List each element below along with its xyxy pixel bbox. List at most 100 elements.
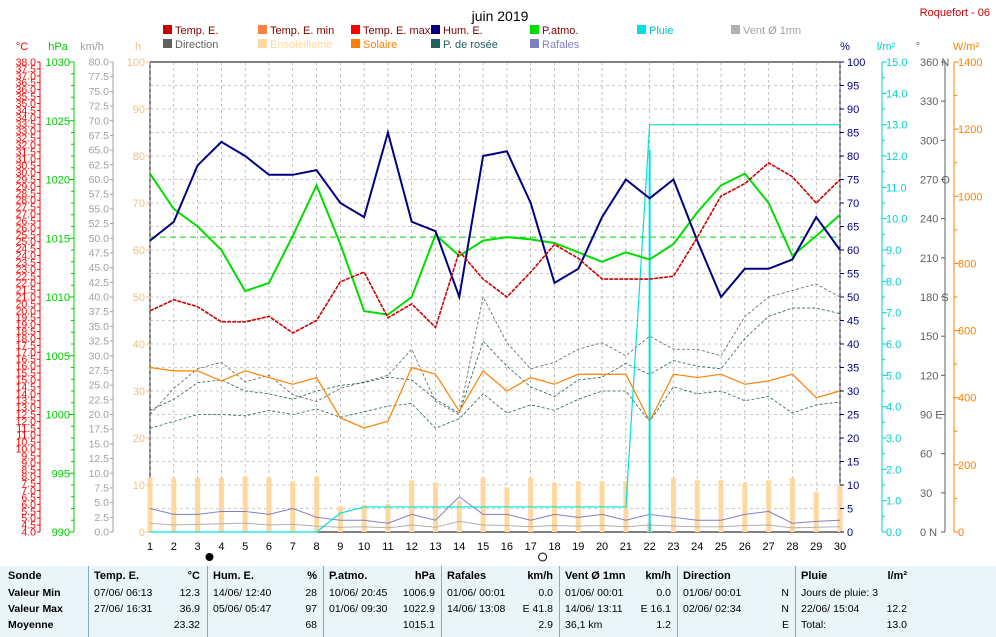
sun-axis-label: 60: [133, 245, 145, 257]
hum-max-date: 05/06/ 05:47: [213, 603, 272, 615]
dir-axis-label: 60: [920, 449, 932, 461]
row-label-max: Valeur Max: [8, 603, 63, 615]
header-hum-unit: %: [307, 570, 317, 582]
hum-axis-label: 75: [847, 175, 859, 187]
dir-axis-label: 180 S: [920, 292, 949, 304]
wind-axis-label: 52.5: [89, 218, 110, 230]
dir-axis-label: 150: [920, 331, 938, 343]
solar-axis-label: 600: [958, 326, 976, 338]
sun-axis-label: 30: [133, 386, 145, 398]
col-vent: Vent Ø 1mn km/h 01/06/ 00:01 0.0 14/06/ 13…: [565, 568, 675, 633]
sunshine-bar: [480, 477, 486, 532]
temp-axis-label: 19.5: [16, 312, 37, 324]
pluie-total-label: Total:: [801, 619, 827, 631]
temp-axis-label: 38.0: [16, 57, 37, 69]
hum-axis-label: 65: [847, 222, 859, 234]
hum-axis-label: 95: [847, 81, 859, 93]
wind-axis-label: 15.0: [89, 438, 110, 450]
patm-axis-label: 1030: [46, 57, 70, 69]
full-moon-icon: [205, 553, 214, 561]
sunshine-bar: [409, 480, 415, 532]
chart-axes: 1 2 3 4 5 6 7 8 9 10 11 12 13 14 15 16 17 18 19 20 21 22 23 24 2…: [16, 41, 982, 562]
sunshine-bar: [504, 487, 510, 532]
dir-min-value: N: [781, 587, 789, 599]
wind-axis-label: 10.0: [89, 468, 110, 480]
temp-axis-label: 32.0: [16, 139, 37, 151]
stats-table: Sonde Valeur Min Valeur Max Moyenne Temp…: [0, 566, 996, 637]
wind-axis-label: 72.5: [89, 101, 110, 113]
wind-axis-label: 0.0: [94, 527, 109, 539]
chart-series: [149, 124, 841, 533]
wind-axis-label: 57.5: [89, 189, 110, 201]
temp-axis-label: 22.5: [16, 271, 37, 283]
legend-label: Vent Ø 1mn: [743, 25, 801, 37]
wind-axis-label: 70.0: [89, 115, 110, 127]
x-tick-label: 18: [548, 541, 560, 553]
sunshine-bar: [718, 480, 724, 532]
hum-axis-label: 35: [847, 363, 859, 375]
temp-axis-label: 26.5: [16, 215, 37, 227]
wind-axis-label: 75.0: [89, 86, 110, 98]
wind-axis-label: 62.5: [89, 159, 110, 171]
temp-axis-label: 33.5: [16, 119, 37, 131]
x-tick-label: 23: [667, 541, 679, 553]
solar-axis-unit: W/m²: [953, 41, 980, 53]
wind-axis-label: 20.0: [89, 409, 110, 421]
rafales-max-date: 14/06/ 13:08: [447, 603, 506, 615]
wind-axis-label: 5.0: [94, 497, 109, 509]
legend-swatch: [431, 25, 440, 34]
temp-mean-value: 23.32: [173, 619, 200, 631]
series-line-temp-e-min: [149, 386, 841, 429]
vent-max-date: 14/06/ 13:11: [565, 603, 623, 615]
series-line-temp-e-: [149, 161, 841, 334]
wind-axis-label: 55.0: [89, 203, 110, 215]
x-tick-label: 17: [525, 541, 537, 553]
temp-axis-label: 25.5: [16, 229, 37, 241]
patm-max-value: 1022.9: [402, 603, 435, 615]
temp-axis-label: 29.0: [16, 181, 37, 193]
wind-axis-label: 67.5: [89, 130, 110, 142]
row-label-min: Valeur Min: [8, 587, 61, 599]
legend-label: Hum. E.: [443, 25, 483, 37]
temp-axis-label: 4.5: [21, 520, 36, 532]
hum-min-value: 28: [305, 587, 317, 599]
temp-axis-label: 32.5: [16, 133, 37, 145]
temp-axis-label: 7.0: [21, 485, 36, 497]
temp-axis-label: 6.0: [21, 499, 36, 511]
temp-axis-label: 21.5: [16, 285, 37, 297]
temp-axis-label: 11.5: [16, 423, 36, 435]
sunshine-bar: [218, 477, 224, 532]
sunshine-bar: [813, 492, 819, 532]
col-labels: Sonde Valeur Min Valeur Max Moyenne: [8, 568, 86, 633]
hum-axis-label: 70: [847, 198, 859, 210]
row-label-mean: Moyenne: [8, 619, 54, 631]
patm-axis-label: 1015: [46, 233, 70, 245]
wind-axis-label: 25.0: [89, 380, 110, 392]
rain-axis-label: 9.0: [886, 245, 901, 257]
wind-axis-label: 40.0: [89, 292, 110, 304]
header-pluie-unit: l/m²: [887, 570, 907, 582]
temp-axis-label: 30.0: [16, 167, 37, 179]
solar-axis-label: 0: [958, 527, 964, 539]
rain-axis-label: 4.0: [886, 402, 901, 414]
legend-label: Temp. E. min: [270, 25, 334, 37]
temp-axis-label: 29.5: [16, 174, 37, 186]
hum-axis-label: 25: [847, 410, 859, 422]
temp-axis-label: 36.0: [16, 84, 37, 96]
wind-axis-label: 42.5: [89, 277, 110, 289]
patm-axis-label: 1005: [46, 351, 70, 363]
series-line-p-atmo-: [149, 172, 841, 316]
wind-axis-label: 77.5: [89, 71, 110, 83]
wind-axis-label: 35.0: [89, 321, 110, 333]
rafales-mean-value: 2.9: [538, 619, 553, 631]
sunshine-bar: [195, 477, 201, 532]
sun-axis-label: 100: [127, 57, 145, 69]
vent-min-date: 01/06/ 00:01: [565, 587, 624, 599]
sun-axis-label: 50: [133, 292, 145, 304]
temp-axis-label: 8.5: [21, 464, 36, 476]
temp-axis-label: 5.0: [21, 513, 36, 525]
legend-label: Temp. E. max: [363, 25, 431, 37]
x-tick-label: 3: [195, 541, 201, 553]
pluie-days: Jours de pluie: 3: [801, 587, 879, 599]
hum-axis-label: 55: [847, 269, 859, 281]
